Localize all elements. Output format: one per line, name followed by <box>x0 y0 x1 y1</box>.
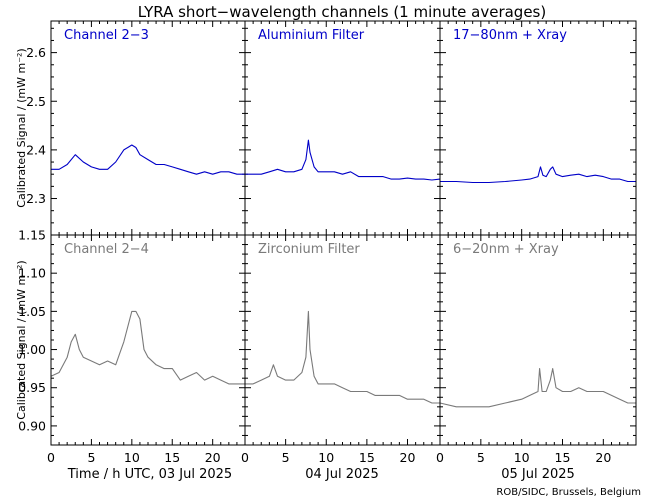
y-tick-label: 2.3 <box>26 191 46 206</box>
x-tick-label: 20 <box>205 450 221 465</box>
y-axis-label-0: Calibrated Signal / (mW m⁻²) <box>15 48 28 207</box>
credit-label: ROB/SIDC, Brussels, Belgium <box>496 487 641 498</box>
y-tick-label: 2.4 <box>26 142 46 157</box>
x-tick-label: 5 <box>87 450 95 465</box>
series-line <box>245 310 440 404</box>
panel-frame <box>244 234 441 446</box>
series-line <box>51 144 245 175</box>
x-tick-label: 5 <box>477 450 485 465</box>
panel-label: Aluminium Filter <box>258 28 365 43</box>
x-tick-label: 10 <box>318 450 334 465</box>
x-tick-label: 0 <box>241 450 249 465</box>
series-line <box>440 166 636 184</box>
series-line <box>439 368 636 408</box>
panel-0-1: Aluminium Filter <box>244 20 441 236</box>
x-tick-label: 10 <box>124 450 140 465</box>
panel-frame <box>50 20 246 236</box>
chart-title: LYRA short−wavelength channels (1 minute… <box>138 3 546 21</box>
panel-frame <box>439 234 637 446</box>
series-line <box>245 139 441 181</box>
x-tick-label: 0 <box>47 450 55 465</box>
x-tick-label: 20 <box>595 450 611 465</box>
x-tick-label: 15 <box>555 450 571 465</box>
y-axis-label-1: Calibrated Signal / (mW m⁻²) <box>15 260 28 419</box>
panel-frame <box>244 20 441 236</box>
panel-frame <box>50 234 246 446</box>
y-tick-label: 0.95 <box>18 380 46 395</box>
y-tick-label: 1.05 <box>18 304 46 319</box>
panel-1-1: Zirconium Filter <box>244 234 441 446</box>
x-axis-day-label: 05 Jul 2025 <box>501 467 575 482</box>
x-tick-label: 15 <box>359 450 375 465</box>
y-tick-label: 0.90 <box>18 418 46 433</box>
x-tick-label: 15 <box>164 450 180 465</box>
y-tick-label: 2.5 <box>26 94 46 109</box>
panel-label: Zirconium Filter <box>258 242 360 257</box>
panel-label: 6−20nm + Xray <box>453 242 559 257</box>
series-line <box>50 310 245 385</box>
x-tick-label: 20 <box>400 450 416 465</box>
panel-1-0: Channel 2−4 <box>50 234 246 446</box>
panels-layer: Calibrated Signal / (mW m⁻²)2.32.42.52.6… <box>15 20 637 482</box>
y-tick-label: 2.6 <box>26 45 46 60</box>
panel-label: 17−80nm + Xray <box>453 28 567 43</box>
x-tick-label: 10 <box>514 450 530 465</box>
panel-frame <box>439 20 637 236</box>
y-tick-label: 1.15 <box>18 228 46 243</box>
panel-label: Channel 2−3 <box>64 28 149 43</box>
x-tick-label: 0 <box>436 450 444 465</box>
x-axis-day-label: 04 Jul 2025 <box>305 467 379 482</box>
panel-0-2: 17−80nm + Xray <box>439 20 637 236</box>
x-axis-day-label: Time / h UTC, 03 Jul 2025 <box>67 467 232 482</box>
x-tick-label: 5 <box>282 450 290 465</box>
y-tick-label: 1.00 <box>18 342 46 357</box>
panel-label: Channel 2−4 <box>64 242 149 257</box>
panel-1-2: 6−20nm + Xray <box>439 234 637 446</box>
panel-0-0: Channel 2−3 <box>50 20 246 236</box>
y-tick-label: 1.10 <box>18 266 46 281</box>
